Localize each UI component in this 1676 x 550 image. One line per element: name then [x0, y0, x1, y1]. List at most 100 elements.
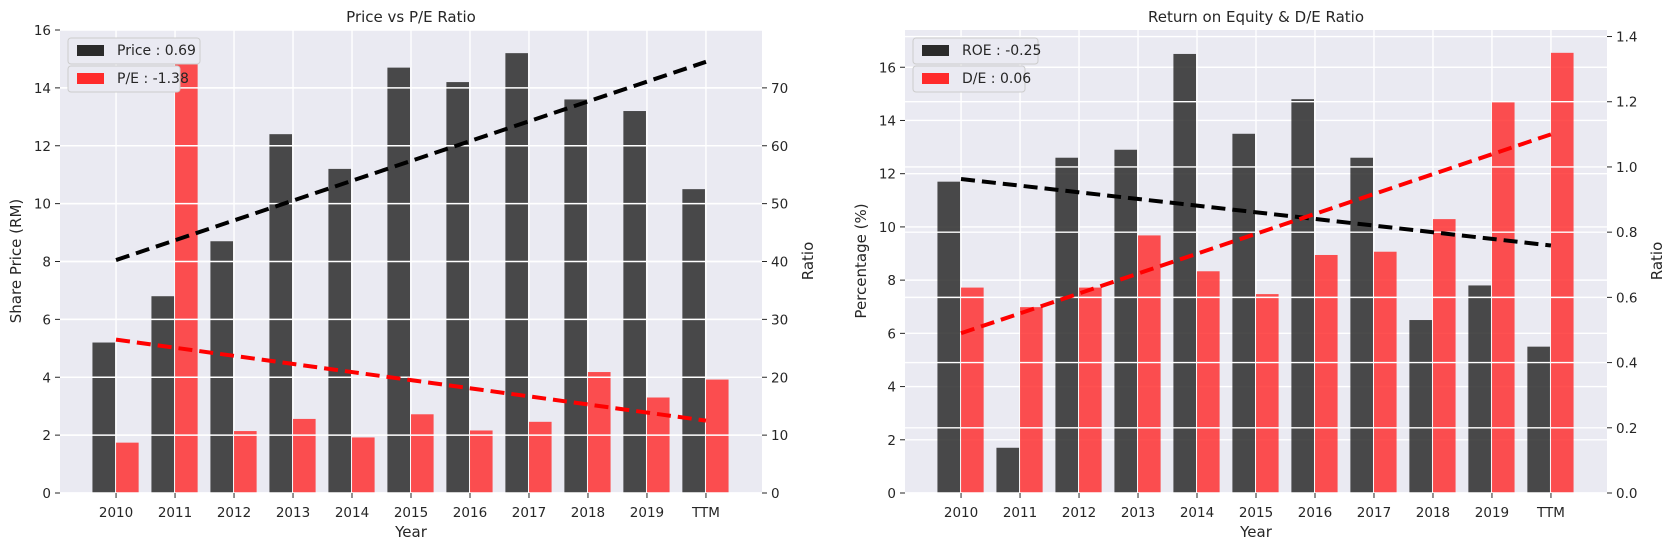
legend-entry-price — [67, 37, 201, 65]
x-tick-label: TTM — [691, 505, 720, 521]
y2-tick-label: 0.4 — [1616, 356, 1637, 372]
y-tick-label: 12 — [34, 139, 51, 155]
x-tick-label: 2018 — [571, 505, 605, 521]
bar-primary — [269, 134, 293, 494]
x-ticks-right: 2010 2011 2012 2013 2014 2015 2016 2017 2018 2019… — [944, 493, 1565, 521]
x-tick-label: 2019 — [630, 505, 664, 521]
trendline-primary — [960, 177, 1552, 248]
x-tick-label: 2013 — [276, 505, 310, 521]
bar-primary — [623, 111, 646, 494]
x-tick-label: 2012 — [217, 505, 251, 521]
bar-secondary — [1432, 219, 1456, 493]
x-tick-label: 2015 — [1239, 505, 1273, 521]
bar-secondary — [352, 437, 375, 493]
bar-primary — [505, 53, 528, 494]
bar-secondary — [1373, 251, 1397, 493]
y-tick-label: 2 — [887, 433, 896, 449]
chart-title-right: Return on Equity & D/E Ratio — [1148, 8, 1364, 26]
trendlines-right — [960, 132, 1552, 336]
y2-tick-label: 1.0 — [1616, 160, 1637, 176]
x-tick-label: 2010 — [99, 505, 133, 521]
legend-entry-pe — [67, 65, 181, 93]
y-tick-label: 12 — [879, 167, 896, 183]
bar-secondary — [528, 421, 552, 493]
y-tick-label: 8 — [42, 255, 51, 271]
x-tick-label: 2014 — [1180, 505, 1214, 521]
y2-tick-label: 0 — [771, 486, 780, 502]
legend-swatch-de — [922, 73, 949, 84]
y-tick-label: 4 — [887, 380, 896, 396]
bar-primary — [1232, 133, 1255, 493]
bar-secondary — [293, 418, 316, 493]
bar-secondary — [175, 53, 198, 494]
x-tick-label: 2016 — [453, 505, 487, 521]
legend-swatch-roe — [922, 45, 949, 56]
y-ticks-left: 0 2 4 6 8 10 12 14 16 — [34, 23, 60, 502]
bar-primary — [1114, 149, 1138, 493]
y2-tick-label: 0.8 — [1616, 225, 1637, 241]
trendline-secondary — [115, 337, 707, 423]
bar-primary — [446, 82, 469, 494]
legend-swatch-pe — [77, 73, 104, 84]
y-tick-label: 4 — [42, 370, 51, 386]
y-tick-label: 0 — [887, 486, 896, 502]
bar-secondary — [116, 442, 139, 493]
bar-secondary — [234, 431, 257, 493]
bar-primary — [1527, 346, 1550, 493]
x-tick-label: 2017 — [512, 505, 546, 521]
x-tick-label: 2011 — [1003, 505, 1037, 521]
y2-tick-label: 50 — [771, 197, 788, 213]
y-tick-label: 6 — [42, 312, 51, 328]
y2-tick-label: 60 — [771, 139, 788, 155]
y2-tick-label: 70 — [771, 81, 788, 97]
bar-primary — [996, 447, 1020, 493]
x-tick-label: 2014 — [335, 505, 369, 521]
y-tick-label: 6 — [887, 326, 896, 342]
y-tick-label: 2 — [42, 428, 51, 444]
bar-secondary — [1079, 287, 1102, 493]
bar-primary — [682, 189, 705, 493]
y2-tick-label: 40 — [771, 255, 788, 271]
y2-tick-label: 0.0 — [1616, 486, 1637, 502]
legend-entry-de — [912, 65, 1026, 93]
bar-secondary — [705, 379, 729, 493]
legend-left: Price : 0.69 P/E : -1.38 — [67, 37, 201, 93]
x-ticks-left: 2010 2011 2012 2013 2014 2015 2016 2017 2018 2019… — [99, 493, 720, 521]
bars-right — [937, 52, 1574, 494]
y2-ticks-left: 0 10 20 30 40 50 60 70 — [762, 81, 788, 502]
bar-secondary — [961, 287, 984, 493]
legend-label-roe: ROE : -0.25 — [962, 43, 1041, 59]
legend-label-de: D/E : 0.06 — [962, 71, 1031, 87]
x-tick-label: TTM — [1536, 505, 1565, 521]
bar-secondary — [1314, 254, 1338, 493]
x-tick-label: 2015 — [394, 505, 428, 521]
bar-primary — [151, 296, 175, 493]
bar-primary — [1350, 157, 1373, 494]
y-tick-label: 0 — [42, 486, 51, 502]
y2-axis-label-right: Ratio — [1648, 242, 1666, 281]
bar-primary — [1291, 99, 1314, 494]
y-tick-label: 8 — [887, 273, 896, 289]
y2-tick-label: 20 — [771, 370, 788, 386]
bar-secondary — [1256, 294, 1279, 493]
bar-secondary — [1550, 52, 1574, 493]
bar-primary — [1173, 53, 1197, 494]
bar-primary — [937, 181, 961, 493]
y2-tick-label: 10 — [771, 428, 788, 444]
bar-primary — [92, 342, 116, 493]
x-tick-label: 2013 — [1121, 505, 1155, 521]
y-ticks-right: 0 2 4 6 8 10 12 14 16 — [879, 60, 905, 502]
y2-axis-label-left: Ratio — [799, 242, 817, 281]
x-tick-label: 2011 — [158, 505, 192, 521]
bar-primary — [210, 241, 234, 493]
chart-roe-de: 0 2 4 6 8 10 12 14 16 0.0 0.2 0.4 0.6 0.8 1.0 1.2 1.4 2… — [852, 8, 1666, 541]
y2-tick-label: 1.2 — [1616, 95, 1637, 111]
y-axis-label-left: Share Price (RM) — [7, 199, 25, 323]
bar-primary — [564, 99, 587, 493]
legend-label-pe: P/E : -1.38 — [117, 71, 189, 87]
bar-primary — [1055, 157, 1079, 494]
bar-secondary — [1138, 235, 1161, 493]
x-tick-label: 2012 — [1062, 505, 1096, 521]
